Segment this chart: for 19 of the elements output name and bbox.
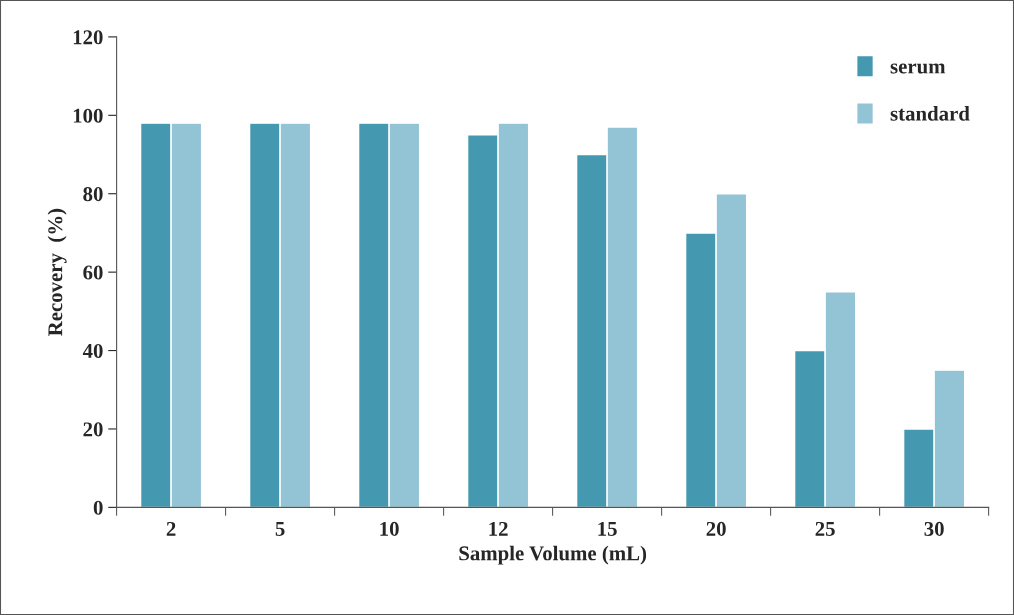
y-tick-label: 120 bbox=[73, 30, 103, 45]
y-tick-label: 20 bbox=[83, 422, 103, 437]
x-tick-label: 25 bbox=[815, 521, 835, 536]
y-tick-label: 100 bbox=[73, 108, 103, 123]
x-tick-label: 30 bbox=[924, 521, 944, 536]
x-tick-label: 15 bbox=[598, 521, 617, 536]
legend-label: standard bbox=[890, 106, 970, 121]
y-tick-label: 0 bbox=[93, 500, 103, 515]
x-tick-label: 2 bbox=[166, 521, 176, 536]
legend-label: serum bbox=[890, 63, 946, 74]
y-tick-label: 60 bbox=[83, 265, 103, 280]
x-tick-label: 5 bbox=[275, 522, 285, 536]
y-tick-label: 80 bbox=[83, 187, 103, 202]
x-axis-title: Sample Volume (mL) bbox=[459, 545, 647, 565]
y-tick-label: 40 bbox=[82, 343, 103, 358]
y-axis-title: Recovery (%) bbox=[47, 208, 67, 336]
x-tick-label: 20 bbox=[706, 521, 726, 536]
x-tick-label: 12 bbox=[489, 521, 508, 536]
x-tick-label: 10 bbox=[380, 521, 399, 536]
